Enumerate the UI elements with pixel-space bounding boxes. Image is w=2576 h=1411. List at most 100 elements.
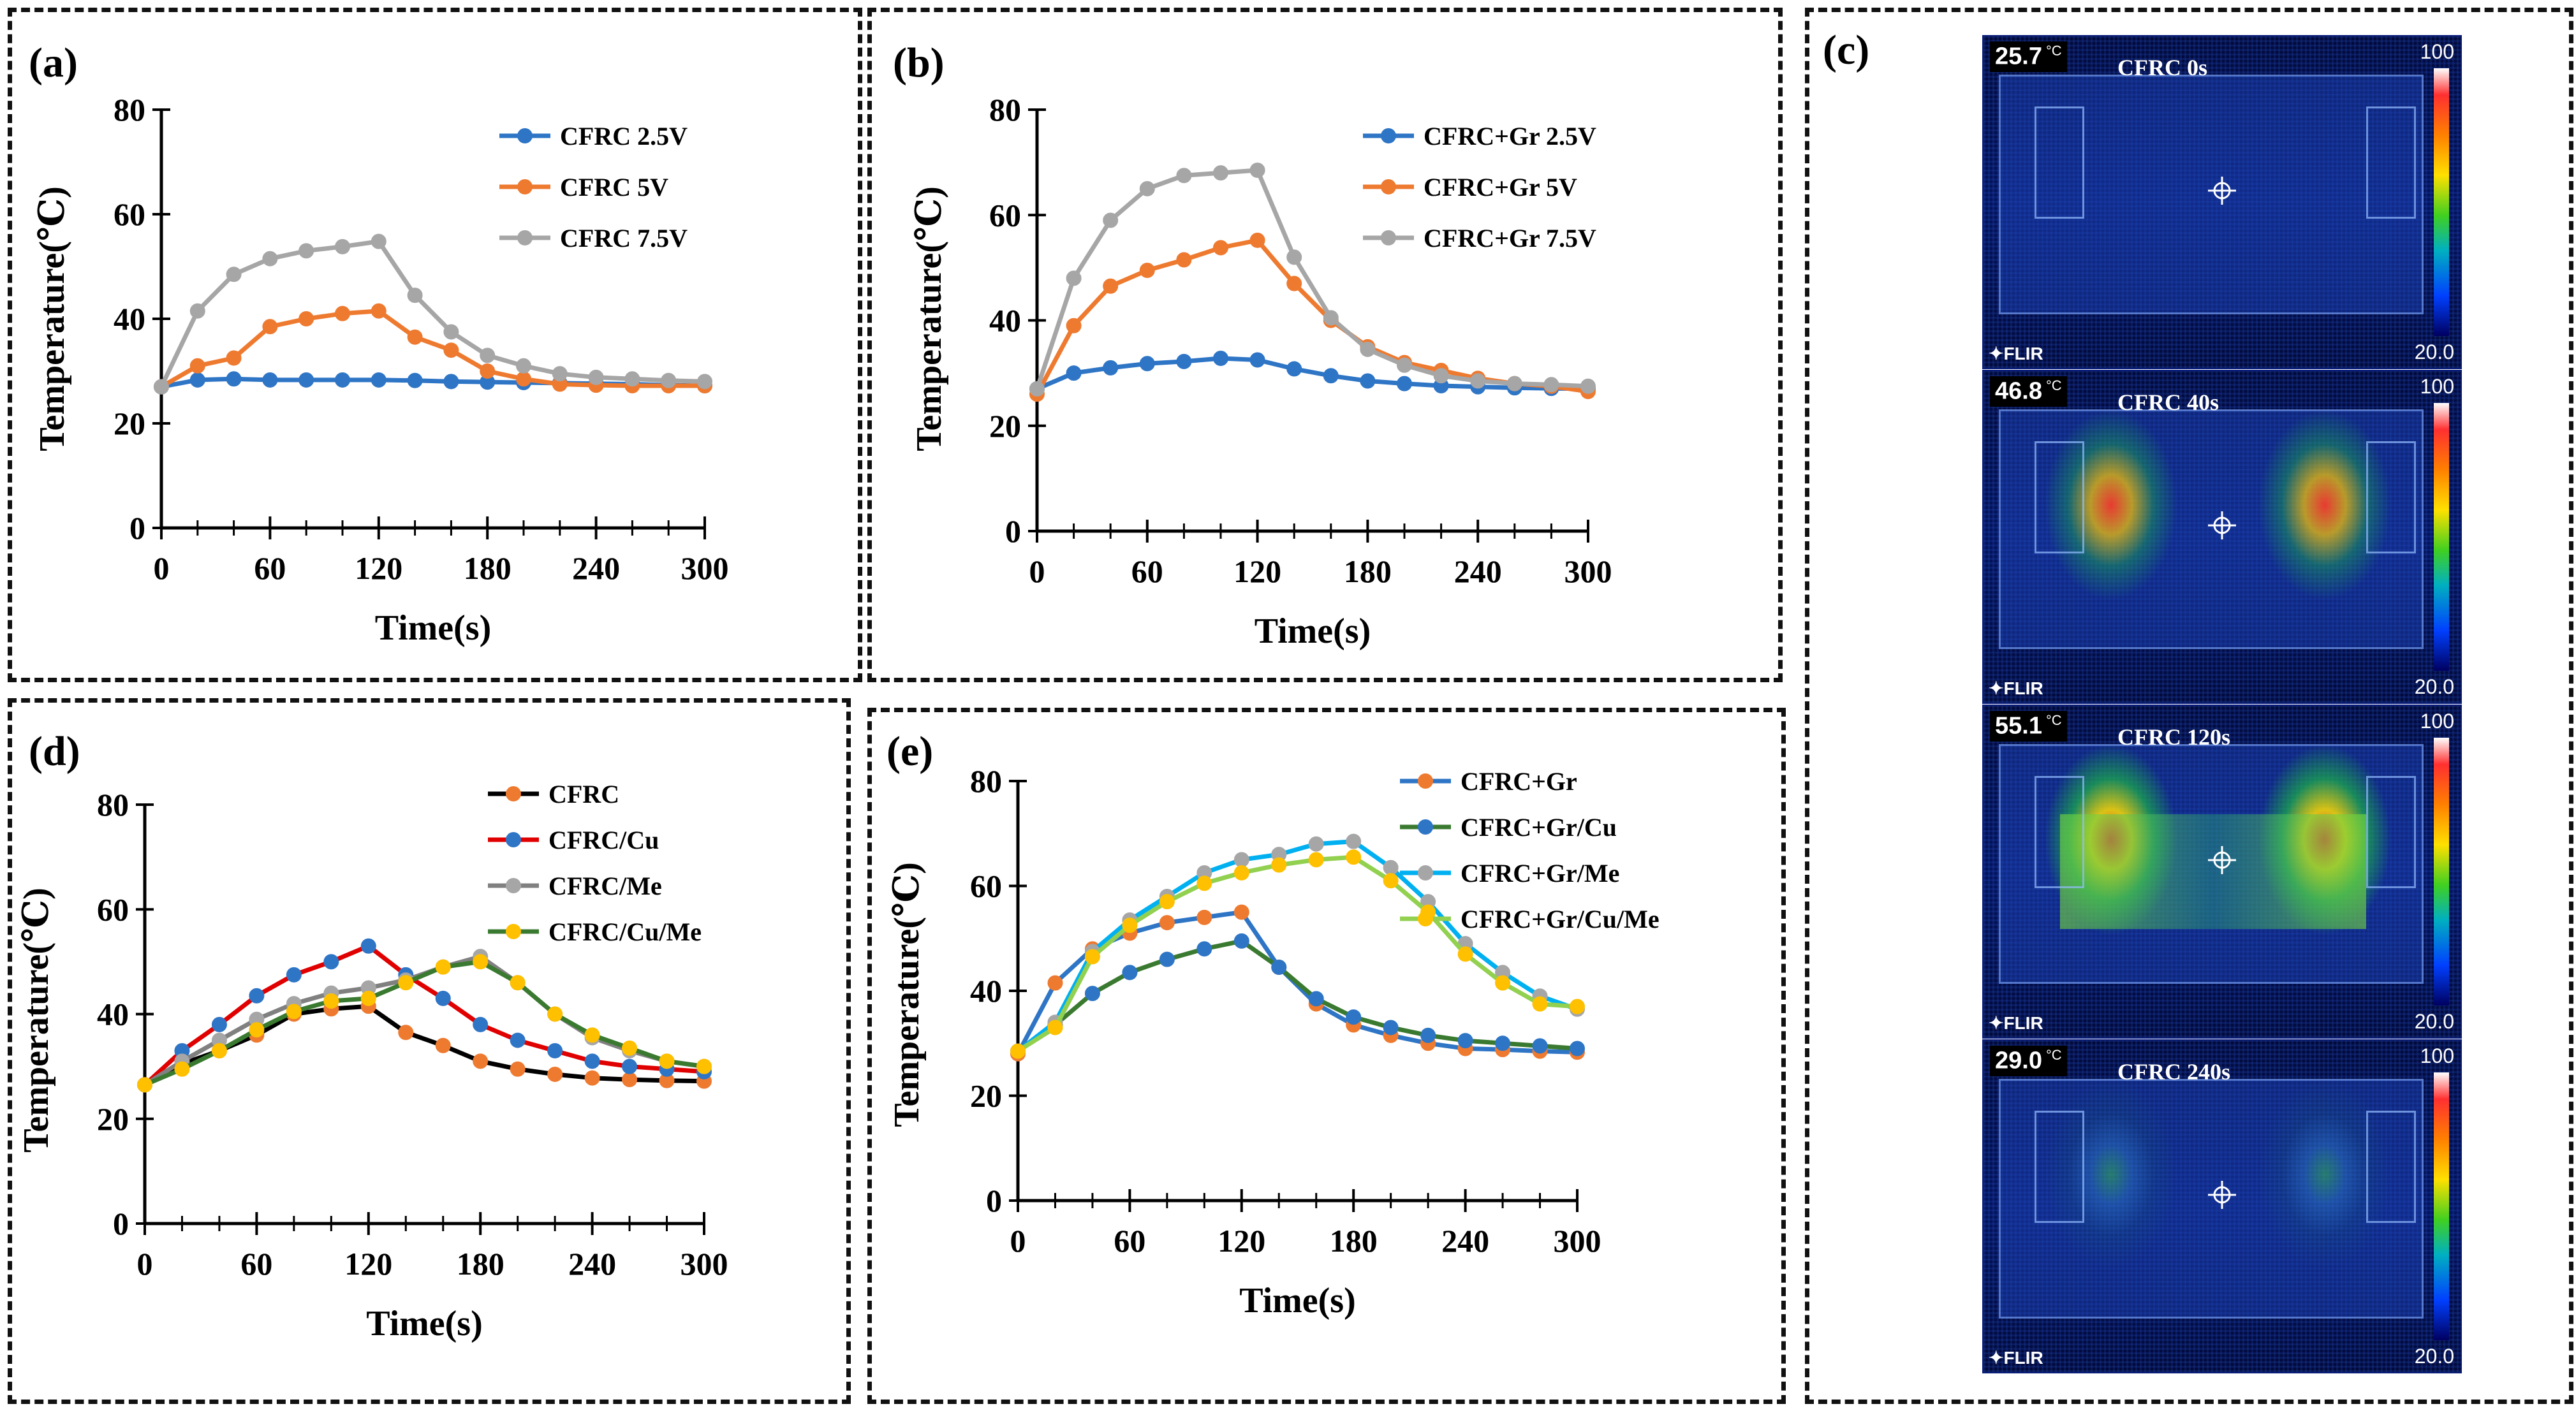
panel-e-frame xyxy=(867,708,1786,1404)
data-point-e-1 xyxy=(1159,951,1175,967)
data-point-e-3 xyxy=(1047,1020,1063,1035)
data-point-d-3 xyxy=(435,959,451,975)
data-point-b-2 xyxy=(1397,357,1412,373)
data-point-a-2 xyxy=(189,303,205,319)
data-point-a-1 xyxy=(443,342,459,358)
series-line-a-1 xyxy=(160,309,705,389)
x-tick-label-e: 60 xyxy=(1114,1223,1145,1259)
data-point-d-3 xyxy=(211,1042,227,1058)
x-tick-label-d: 60 xyxy=(240,1246,272,1282)
x-tick-label-a: 240 xyxy=(572,550,620,586)
data-point-d-1 xyxy=(473,1016,489,1032)
color-scale-bar xyxy=(2434,1072,2449,1340)
y-tick-label-a: 20 xyxy=(114,406,145,441)
x-tick-label-a: 60 xyxy=(254,550,286,586)
panel-e-label: (e) xyxy=(887,728,933,775)
legend-label-b-2: CFRC+Gr 7.5V xyxy=(1424,224,1596,252)
data-point-d-0 xyxy=(547,1066,563,1082)
data-point-a-1 xyxy=(480,363,496,379)
specimen-plate xyxy=(1999,75,2424,314)
x-tick-label-a: 300 xyxy=(681,550,729,586)
data-point-e-3 xyxy=(1457,946,1473,962)
data-point-e-1 xyxy=(1532,1038,1548,1054)
x-tick-label-d: 240 xyxy=(568,1246,616,1282)
data-point-b-0 xyxy=(1213,350,1228,366)
panel-a-frame xyxy=(8,8,862,682)
electrode-clamp-right xyxy=(2366,441,2416,553)
series-line-d-0 xyxy=(144,1004,705,1087)
y-tick-label-b: 20 xyxy=(989,408,1021,444)
legend-marker-d-2 xyxy=(506,878,521,893)
x-tick-label-b: 240 xyxy=(1454,553,1502,589)
data-point-b-2 xyxy=(1213,165,1228,181)
legend-marker-e-1 xyxy=(1418,819,1433,835)
hot-band xyxy=(2060,814,2366,929)
data-point-e-1 xyxy=(1196,941,1212,957)
data-point-d-0 xyxy=(622,1072,638,1088)
data-point-b-2 xyxy=(1139,180,1155,196)
data-point-a-2 xyxy=(624,371,640,387)
color-scale-bar xyxy=(2434,68,2449,336)
legend-marker-a-0 xyxy=(517,128,533,143)
y-tick-label-d: 40 xyxy=(97,997,129,1032)
spot-temperature-unit: °C xyxy=(2045,377,2062,393)
scale-min-label: 20.0 xyxy=(2414,1010,2454,1033)
data-point-a-2 xyxy=(443,324,459,340)
chart-a: 0 20 40 60 80 0 60 120 180 240 300 Time(s) Temperatu… xyxy=(33,92,729,648)
crosshair-icon xyxy=(2208,511,2236,539)
data-point-a-2 xyxy=(335,238,350,254)
legend-label-b-0: CFRC+Gr 2.5V xyxy=(1424,122,1596,150)
data-point-e-3 xyxy=(1010,1043,1026,1059)
y-tick-label-b: 60 xyxy=(989,197,1021,233)
data-point-b-0 xyxy=(1066,365,1082,381)
legend-marker-e-3 xyxy=(1418,911,1433,926)
data-point-d-1 xyxy=(249,988,265,1004)
x-tick-label-b: 0 xyxy=(1029,553,1045,589)
x-axis-label-d: Time(s) xyxy=(366,1304,483,1343)
x-tick-label-d: 180 xyxy=(457,1246,504,1282)
data-point-e-1 xyxy=(1457,1033,1473,1049)
data-point-a-1 xyxy=(335,305,350,321)
electrode-clamp-left xyxy=(2035,1111,2084,1223)
y-tick-label-b: 40 xyxy=(989,303,1021,339)
data-point-d-1 xyxy=(323,954,339,970)
y-tick-label-a: 40 xyxy=(114,301,145,337)
thermal-image-3: 55.1 °C CFRC 120s 100 20.0 ✦FLIR xyxy=(1982,705,2462,1039)
x-tick-label-b: 120 xyxy=(1233,553,1281,589)
data-point-b-2 xyxy=(1580,378,1596,394)
legend-label-a-0: CFRC 2.5V xyxy=(560,122,688,150)
spot-temperature-value: 46.8 xyxy=(1995,377,2042,405)
y-axis-label-e: Temperature(℃) xyxy=(887,862,927,1127)
chart-e: 0 20 40 60 80 0 60 120 180 240 300 Time(s) Temperatu… xyxy=(887,763,1660,1320)
y-tick-label-d: 60 xyxy=(97,891,129,927)
legend-marker-b-2 xyxy=(1381,230,1396,245)
color-scale-bar xyxy=(2434,738,2449,1005)
data-point-b-0 xyxy=(1360,373,1376,389)
legend-marker-e-2 xyxy=(1418,865,1433,881)
series-line-e-2 xyxy=(1016,839,1579,1053)
data-point-a-0 xyxy=(335,372,350,388)
series-line-d-1 xyxy=(143,944,705,1086)
x-tick-label-e: 120 xyxy=(1218,1223,1265,1259)
legend-marker-d-3 xyxy=(506,924,521,939)
chart-d: 0 20 40 60 80 0 60 120 180 240 300 Time(s) Temperatu… xyxy=(17,780,728,1343)
data-point-e-2 xyxy=(1233,852,1249,868)
data-point-d-1 xyxy=(360,938,376,954)
data-point-a-1 xyxy=(262,319,278,335)
color-scale-bar xyxy=(2434,403,2449,671)
data-point-e-3 xyxy=(1346,849,1362,865)
data-point-e-1 xyxy=(1084,986,1100,1002)
legend-marker-a-1 xyxy=(517,179,533,194)
data-point-a-0 xyxy=(407,372,423,388)
data-point-d-3 xyxy=(323,993,339,1009)
scale-max-label: 100 xyxy=(2420,40,2454,63)
panel-a-label: (a) xyxy=(29,40,78,86)
y-tick-label-e: 20 xyxy=(970,1078,1002,1114)
legend-label-e-3: CFRC+Gr/Cu/Me xyxy=(1461,905,1660,933)
scale-min-label: 20.0 xyxy=(2414,1345,2454,1368)
legend-marker-d-1 xyxy=(506,832,521,847)
panel-b-label: (b) xyxy=(893,40,945,86)
legend-label-d-3: CFRC/Cu/Me xyxy=(548,918,702,946)
data-point-b-2 xyxy=(1360,341,1376,357)
data-point-e-1 xyxy=(1233,933,1249,949)
